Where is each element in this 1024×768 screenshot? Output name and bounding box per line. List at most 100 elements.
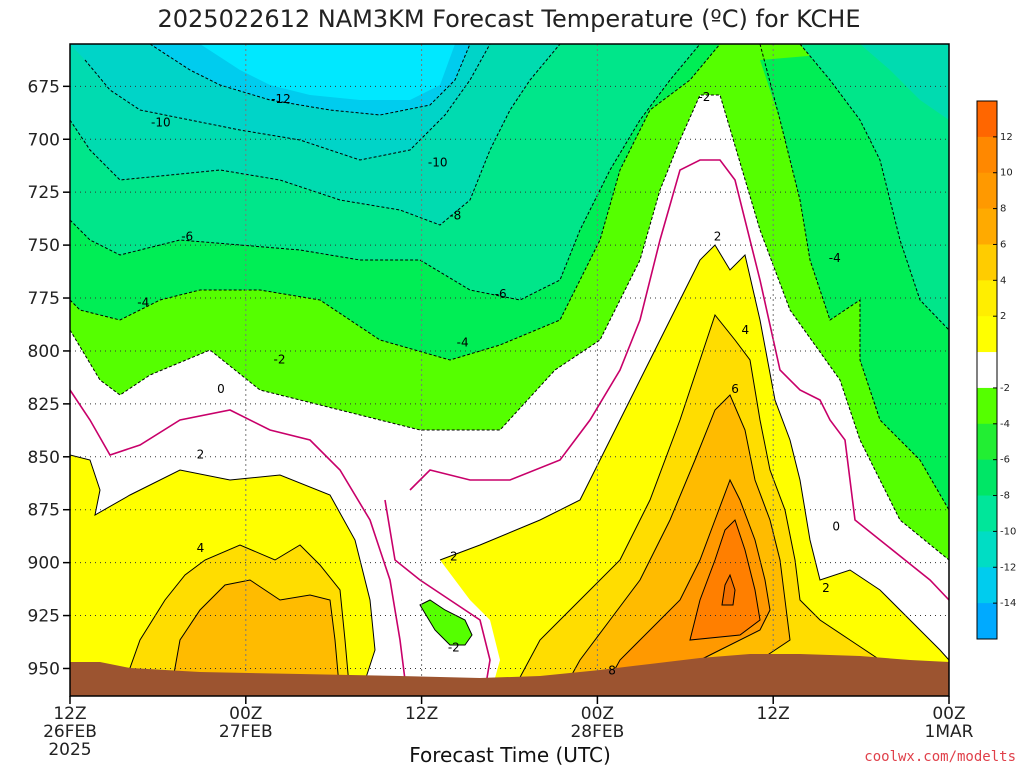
contour-label: 2 xyxy=(822,581,830,595)
contour-minus8 xyxy=(70,44,561,226)
contour-label: -2 xyxy=(274,352,286,366)
x-axis: 12Z 26FEB 2025 00Z 27FEB 12Z 00Z 28FEB 12Z 00Z 1MA… xyxy=(43,696,974,760)
y-tick-label: 825 xyxy=(28,395,60,415)
credit-text: coolwx.com/modelts xyxy=(864,749,1016,765)
contour-label: -10 xyxy=(151,115,171,129)
band-6-to-8-left xyxy=(170,580,340,696)
contour-label: 6 xyxy=(731,382,739,396)
colorbar-swatch xyxy=(977,352,997,389)
contour-label: -4 xyxy=(457,335,469,349)
chart-title: 2025022612 NAM3KM Forecast Temperature (… xyxy=(157,5,860,33)
colorbar-swatch xyxy=(977,495,997,532)
terrain xyxy=(70,654,949,696)
contour-12 xyxy=(721,573,736,606)
contour-minus2-left xyxy=(70,94,949,561)
colorbar-tick-label: -12 xyxy=(1000,562,1016,573)
x-tick-label: 00Z 28FEB xyxy=(570,704,624,742)
band-10-to-12-core xyxy=(722,575,735,605)
y-tick-label: 700 xyxy=(28,130,60,150)
contour-zero-cold-pocket xyxy=(384,499,491,691)
contour-zero-left xyxy=(70,389,406,681)
colorbar: 12 10 8 6 4 2 -2 -4 -6 -8 -10 -12 -14 xyxy=(976,100,1016,640)
colorbar-swatch xyxy=(977,172,997,210)
y-tick-label: 925 xyxy=(28,607,60,627)
contour-2-right xyxy=(439,244,949,661)
plot-area: -12 -10 -10 -8 -6 -6 -4 -4 -2 -2 -4 0 2 4 2 4 6 2 -2 8 2 0 xyxy=(70,44,949,696)
colorbar-swatch xyxy=(977,423,997,461)
contour-label: 2 xyxy=(197,448,205,462)
contour-label: -12 xyxy=(271,92,291,106)
colorbar-tick-label: 12 xyxy=(1000,132,1013,143)
colorbar-tick-label: 6 xyxy=(1000,239,1006,250)
contour-labels: -12 -10 -10 -8 -6 -6 -4 -4 -2 -2 -4 0 2 4 2 4 6 2 -2 8 2 0 xyxy=(137,90,840,678)
colorbar-swatch xyxy=(977,101,997,138)
contour-label: -8 xyxy=(449,208,461,222)
contour-label: 8 xyxy=(608,664,616,678)
colorbar-swatch xyxy=(977,603,997,640)
contour-4-left xyxy=(119,544,351,696)
contour-label: -2 xyxy=(698,90,710,104)
x-tick-label: 12Z 26FEB 2025 xyxy=(43,704,97,760)
contour-6-left xyxy=(169,579,341,696)
x-tick-label: 12Z xyxy=(757,704,790,724)
contour-4-right xyxy=(509,313,906,696)
y-tick-label: 875 xyxy=(28,501,60,521)
colorbar-tick-label: -14 xyxy=(1000,598,1016,609)
contour-8 xyxy=(599,478,771,696)
contour-label: 2 xyxy=(714,230,722,244)
contour-label: 2 xyxy=(450,549,458,563)
grid xyxy=(70,44,949,696)
y-tick-label: 750 xyxy=(28,236,60,256)
contour-zero-mid xyxy=(409,159,949,601)
colorbar-swatch xyxy=(977,208,997,245)
colorbar-tick-label: -4 xyxy=(1000,419,1010,430)
y-tick-label: 775 xyxy=(28,289,60,309)
y-tick-label: 950 xyxy=(28,659,60,679)
y-tick-label: 850 xyxy=(28,448,60,468)
contour-minus6 xyxy=(70,44,701,301)
colorbar-frame xyxy=(976,100,998,640)
contour-label: 4 xyxy=(197,541,205,555)
contour-label: -4 xyxy=(137,295,149,309)
contour-minus4-right xyxy=(759,44,949,511)
contour-label: -2 xyxy=(448,640,460,654)
colorbar-swatch xyxy=(977,459,997,497)
colorbar-swatch xyxy=(977,316,997,353)
contour-10 xyxy=(689,519,761,641)
contour-6-right xyxy=(559,394,791,696)
contour-label: 0 xyxy=(217,382,225,396)
contour-minus4 xyxy=(70,44,721,361)
colorbar-tick-label: 10 xyxy=(1000,168,1013,179)
colorbar-tick-label: -2 xyxy=(1000,383,1010,394)
colorbar-swatch xyxy=(977,136,997,174)
plot-frame xyxy=(69,43,950,697)
colorbar-tick-label: 8 xyxy=(1000,204,1006,215)
colorbar-swatch xyxy=(977,531,997,568)
colorbar-swatch xyxy=(977,387,997,425)
y-tick-label: 725 xyxy=(28,183,60,203)
contour-minus6-right xyxy=(799,44,949,331)
contour-label: -10 xyxy=(428,156,448,170)
contour-minus10 xyxy=(84,44,491,161)
colorbar-tick-label: 2 xyxy=(1000,311,1006,322)
cold-pocket xyxy=(419,599,473,646)
contour-2-left xyxy=(70,454,376,696)
contour-label: 4 xyxy=(742,323,750,337)
contour-label: 0 xyxy=(832,520,840,534)
band-minus14 xyxy=(200,44,455,100)
x-tick-label: 12Z xyxy=(405,704,438,724)
y-tick-label: 900 xyxy=(28,554,60,574)
colorbar-tick-label: 4 xyxy=(1000,275,1006,286)
y-axis: 675 700 725 750 775 800 825 850 875 900 925 950 xyxy=(28,77,70,679)
y-tick-label: 675 xyxy=(28,77,60,97)
band-10-to-12 xyxy=(690,520,760,640)
y-tick-label: 800 xyxy=(28,342,60,362)
x-tick-label: 00Z 1MAR xyxy=(925,704,974,742)
colorbar-swatch xyxy=(977,244,997,281)
contour-label: -6 xyxy=(181,230,193,244)
contour-label: -6 xyxy=(495,287,507,301)
contour-label: -4 xyxy=(829,251,841,265)
x-tick-label: 00Z 27FEB xyxy=(219,704,273,742)
colorbar-tick-label: -8 xyxy=(1000,491,1010,502)
